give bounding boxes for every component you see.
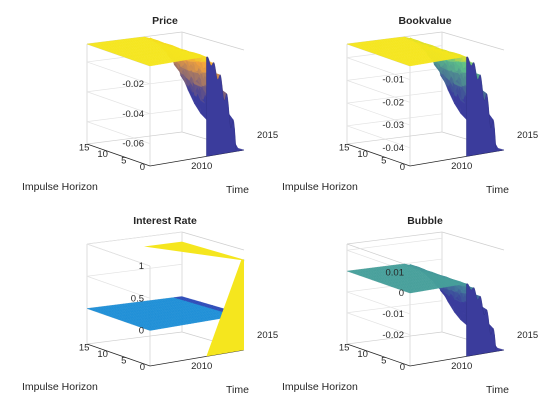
- surface-front-face: [466, 283, 505, 357]
- z-tick-label: -0.03: [382, 120, 404, 131]
- axis-edge: [346, 243, 411, 267]
- z-gridline: [86, 109, 183, 144]
- z-gridline: [86, 231, 183, 267]
- z-tick-label: 1: [139, 261, 144, 272]
- horizon-tick-label: 10: [97, 349, 108, 360]
- chart-panel-3: Interest Rate 1 0.5 0 0 5 10 15 2010 2015 Impulse …: [22, 215, 278, 396]
- z-tick-label: -0.01: [382, 309, 404, 320]
- z-tick-label: 0: [399, 288, 404, 299]
- z-gridline: [346, 68, 443, 103]
- surface: [346, 36, 505, 157]
- z-gridline: [346, 300, 443, 336]
- horizon-tick-label: 0: [400, 162, 405, 173]
- horizon-tick-label: 15: [79, 343, 90, 354]
- surface-front-face: [466, 56, 505, 157]
- horizon-tick-label: 15: [339, 343, 350, 354]
- z-gridline: [86, 263, 183, 299]
- z-tick-label: -0.01: [382, 75, 404, 86]
- surface: [86, 241, 245, 357]
- horizon-tick-label: 10: [357, 149, 368, 160]
- horizon-tick-label: 15: [79, 143, 90, 154]
- chart-title: Bookvalue: [398, 15, 451, 27]
- z-tick-label: -0.04: [382, 143, 404, 154]
- horizon-tick-label: 5: [121, 156, 126, 167]
- axis-edge: [441, 31, 505, 51]
- horizon-tick-label: 10: [357, 349, 368, 360]
- axis-edge: [181, 31, 245, 51]
- horizon-tick-label: 5: [121, 356, 126, 367]
- chart-title: Interest Rate: [133, 215, 197, 227]
- z-gridline: [346, 237, 443, 273]
- z-tick-label: 0.01: [386, 267, 405, 278]
- horizon-tick-label: 5: [381, 156, 386, 167]
- x-axis-label: Time: [226, 184, 249, 196]
- axis-edge: [86, 331, 183, 345]
- time-tick-label: 2010: [451, 361, 472, 372]
- surface-front-face: [144, 241, 244, 261]
- y-axis-label: Impulse Horizon: [282, 381, 358, 393]
- surface-front-face: [206, 56, 245, 157]
- z-tick-label: -0.06: [122, 139, 144, 150]
- axis-edge: [441, 231, 505, 251]
- horizon-tick-label: 0: [400, 362, 405, 373]
- horizon-tick-label: 0: [140, 362, 145, 373]
- x-axis-label: Time: [486, 184, 509, 196]
- axis-edge: [346, 231, 443, 245]
- chart-panel-1: Price -0.02 -0.04 -0.06 0 5 10 15 2010 2015 Impuls…: [22, 15, 278, 196]
- time-tick-label: 2010: [191, 361, 212, 372]
- surface: [86, 36, 245, 157]
- time-tick-label: 2015: [517, 130, 538, 141]
- time-tick-label: 2010: [191, 161, 212, 172]
- z-gridline: [346, 113, 443, 149]
- z-tick-label: 0: [139, 326, 144, 337]
- y-axis-label: Impulse Horizon: [22, 181, 98, 193]
- chart-panel-4: Bubble 0.01 0 -0.01 -0.02 0 5 10 15 2010 2015 Impul…: [282, 215, 538, 396]
- time-tick-label: 2015: [517, 330, 538, 341]
- chart-title: Bubble: [407, 215, 443, 227]
- axis-edge: [86, 131, 183, 145]
- horizon-tick-label: 0: [140, 162, 145, 173]
- axis-edge: [346, 131, 443, 145]
- z-gridline: [346, 90, 443, 126]
- horizon-tick-label: 15: [339, 143, 350, 154]
- time-tick-label: 2015: [257, 330, 278, 341]
- x-axis-label: Time: [486, 384, 509, 396]
- z-tick-label: -0.02: [382, 97, 404, 108]
- z-tick-label: -0.04: [122, 109, 144, 120]
- horizon-tick-label: 5: [381, 356, 386, 367]
- z-tick-label: -0.02: [122, 79, 144, 90]
- axis-edge: [181, 231, 245, 251]
- chart-panel-2: Bookvalue -0.01 -0.02 -0.03 -0.04 0 5 10 15 2010 2…: [282, 15, 538, 196]
- axis-edge: [346, 331, 443, 345]
- y-axis-label: Impulse Horizon: [22, 381, 98, 393]
- surface: [346, 263, 505, 357]
- z-tick-label: -0.02: [382, 330, 404, 341]
- y-axis-label: Impulse Horizon: [282, 181, 358, 193]
- axis-line: [86, 343, 245, 367]
- horizon-tick-label: 10: [97, 149, 108, 160]
- z-gridline: [86, 79, 183, 115]
- chart-title: Price: [152, 15, 178, 27]
- time-tick-label: 2015: [257, 130, 278, 141]
- time-tick-label: 2010: [451, 161, 472, 172]
- x-axis-label: Time: [226, 384, 249, 396]
- z-tick-label: 0.5: [131, 293, 144, 304]
- surface-front-face: [206, 259, 244, 357]
